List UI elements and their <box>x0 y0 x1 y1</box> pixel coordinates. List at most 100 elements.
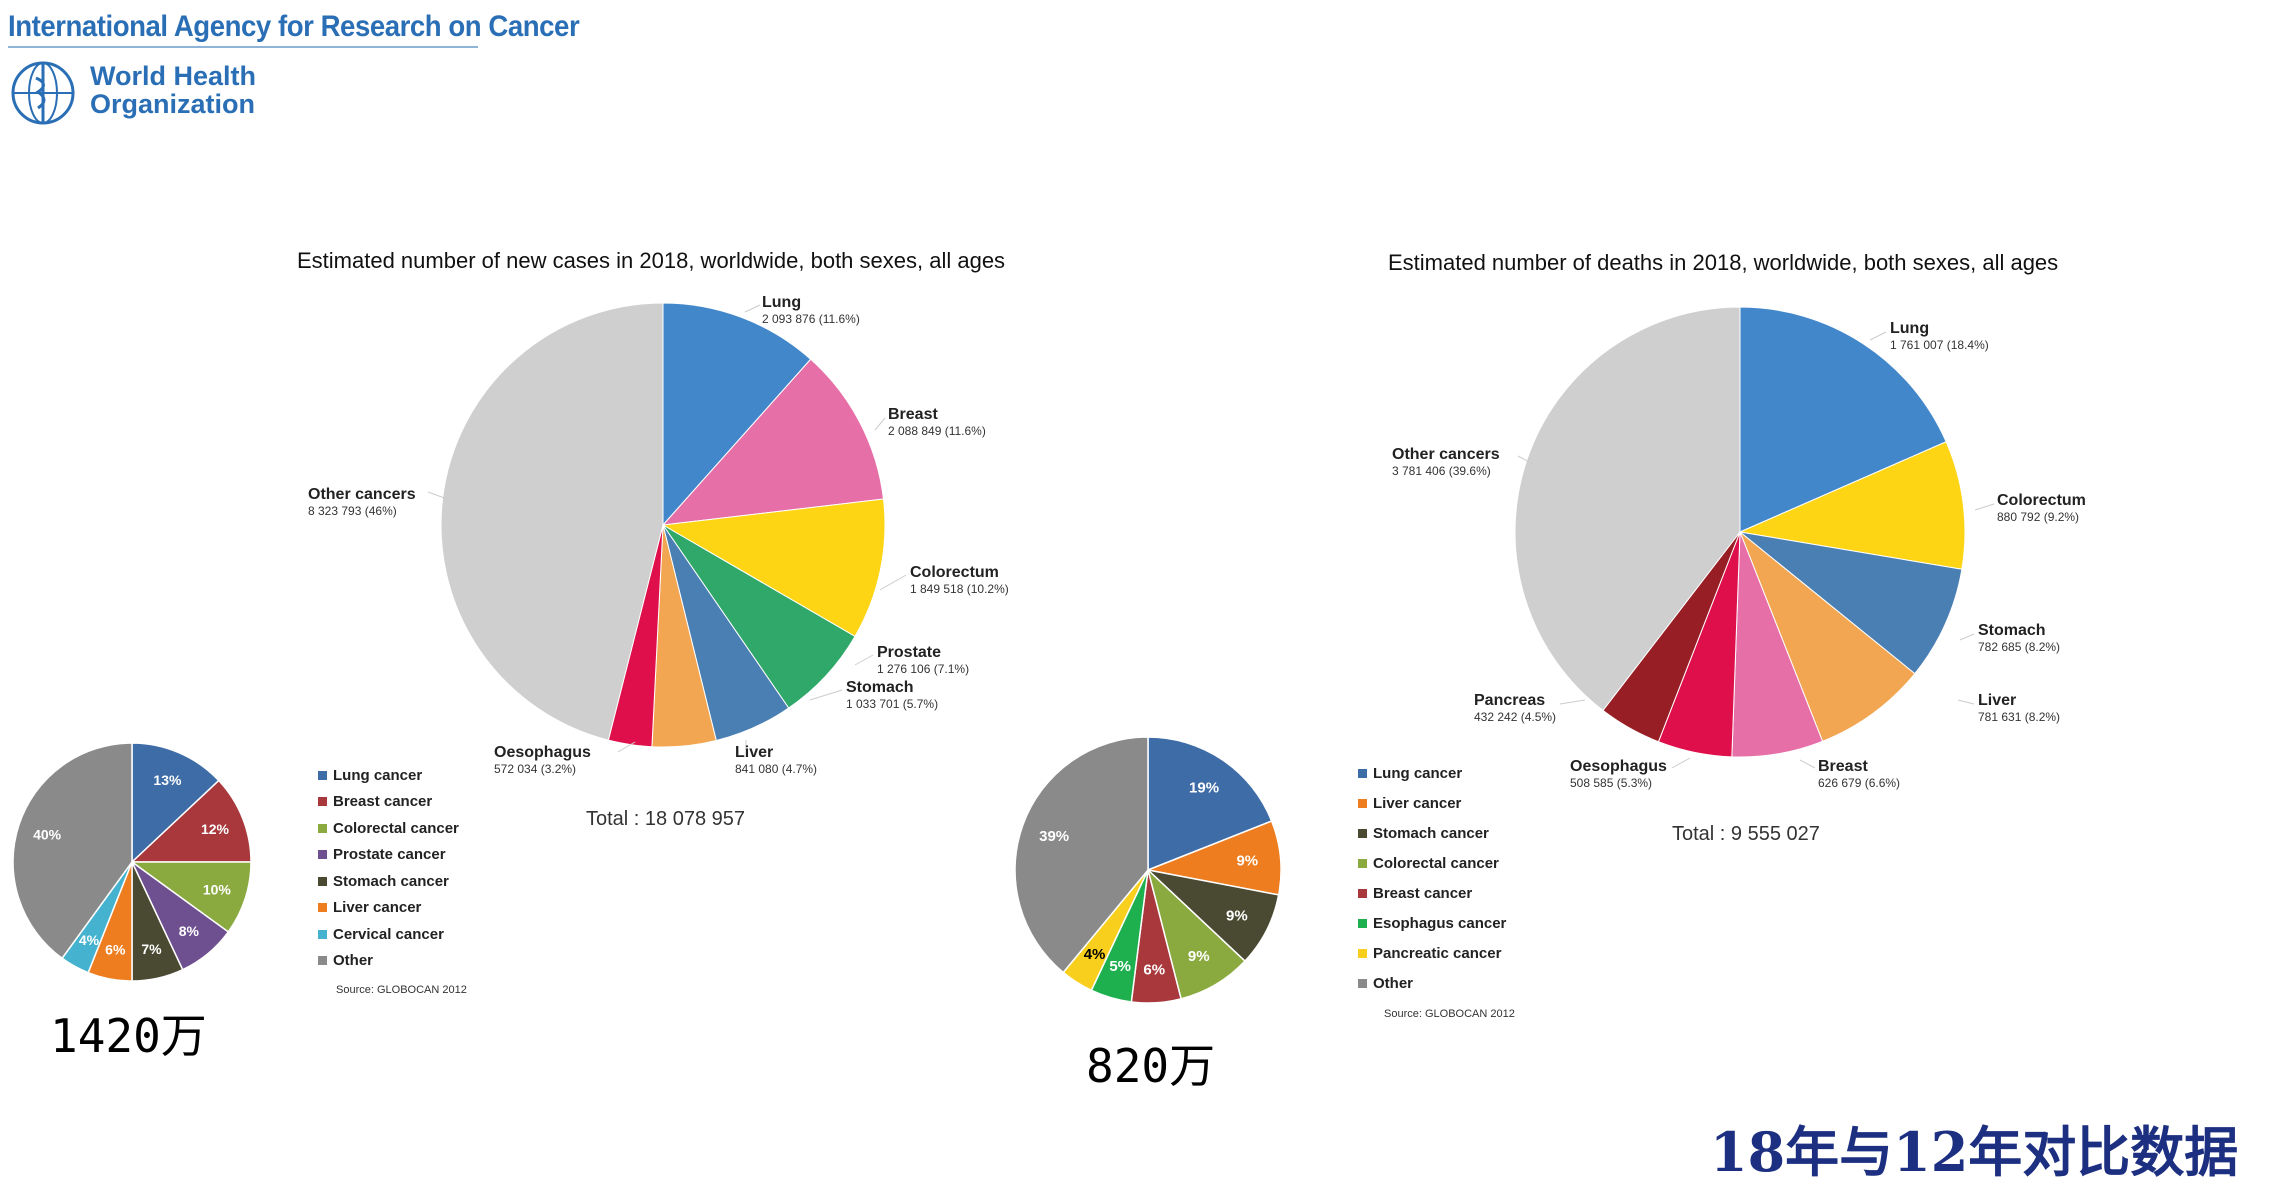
c2-label-stomach: Stomach 782 685 (8.2%) <box>1978 622 2060 654</box>
footer-caption: 18年与12年对比数据 <box>1710 1120 2239 1184</box>
label-value: 781 631 (8.2%) <box>1978 710 2061 724</box>
label-value: 841 080 (4.7%) <box>735 762 818 776</box>
legend-label: Stomach cancer <box>1373 824 1489 842</box>
c1-label-oesophagus: Oesophagus 572 034 (3.2%) <box>494 744 591 776</box>
c1-label-other: Other cancers 8 323 793 (46%) <box>308 486 416 518</box>
label-name: Colorectum <box>910 564 999 581</box>
label-name: Oesophagus <box>1570 758 1667 775</box>
label-value: 1 276 106 (7.1%) <box>877 662 970 676</box>
legend-swatch <box>318 797 327 807</box>
c1-label-breast: Breast 2 088 849 (11.6%) <box>888 406 986 438</box>
legend-swatch <box>1358 858 1367 868</box>
slice-other-cancers <box>1514 306 1741 712</box>
who-name: World Health Organization <box>90 62 256 118</box>
legend-label: Cervical cancer <box>333 925 444 943</box>
legend-item-lung-cancer: Lung cancer <box>318 762 459 789</box>
c4-total-big: 820万 <box>1086 1039 1216 1093</box>
slice-label-lung-cancer: 13% <box>153 772 182 788</box>
label-value: 3 781 406 (39.6%) <box>1392 464 1491 478</box>
label-value: 1 761 007 (18.4%) <box>1890 338 1989 352</box>
label-name: Stomach <box>1978 622 2046 639</box>
legend-label: Liver cancer <box>333 899 422 917</box>
slice-lung <box>1739 306 1947 533</box>
c1-label-prostate: Prostate 1 276 106 (7.1%) <box>877 644 969 676</box>
label-value: 1 849 518 (10.2%) <box>910 582 1009 596</box>
header-divider <box>8 46 478 48</box>
iarc-title: International Agency for Research on Can… <box>8 10 580 43</box>
who-line-2: Organization <box>90 89 256 119</box>
label-name: Other cancers <box>1392 446 1500 463</box>
label-value: 782 685 (8.2%) <box>1978 640 2061 654</box>
legend-item-other: Other <box>1358 968 1506 998</box>
label-value: 508 585 (5.3%) <box>1570 776 1653 790</box>
legend-swatch <box>318 823 327 833</box>
leader-line <box>1957 699 1975 705</box>
legend-swatch <box>1358 768 1367 778</box>
legend-item-breast-cancer: Breast cancer <box>1358 878 1506 908</box>
leader-lines <box>427 304 1995 769</box>
legend-swatch <box>1358 918 1367 928</box>
slice-label-colorectal-cancer: 10% <box>203 882 232 898</box>
pie-new-cases-2012: 13% 12% 10% 8% 7% 6% 4% 40% <box>12 742 252 982</box>
legend-label: Lung cancer <box>333 766 423 784</box>
label-value: 880 792 (9.2%) <box>1997 510 2080 524</box>
legend-label: Breast cancer <box>333 793 433 811</box>
slice-label-prostate-cancer: 8% <box>179 923 200 939</box>
legend-label: Other <box>1373 974 1414 992</box>
legend-label: Colorectal cancer <box>1373 854 1499 872</box>
c1-label-stomach: Stomach 1 033 701 (5.7%) <box>846 679 938 711</box>
label-name: Lung <box>1890 320 1930 337</box>
legend-item-colorectal-cancer: Colorectal cancer <box>318 815 459 842</box>
label-value: 2 088 849 (11.6%) <box>888 424 986 438</box>
label-name: Prostate <box>877 644 942 661</box>
label-value: 2 093 876 (11.6%) <box>762 312 860 326</box>
c3-total-big: 1420万 <box>50 1009 207 1063</box>
legend-swatch <box>318 770 327 780</box>
slice-label-breast-cancer: 6% <box>1143 962 1165 979</box>
pie-deaths-2012: 19% 9% 9% 9% 6% 5%4% 39% <box>1014 736 1282 1004</box>
c2-label-pancreas: Pancreas 432 242 (4.5%) <box>1474 692 1556 724</box>
c2-label-colorectum: Colorectum 880 792 (9.2%) <box>1997 492 2086 524</box>
slice-lung-cancer <box>131 742 220 864</box>
legend-item-cervical-cancer: Cervical cancer <box>318 921 459 948</box>
label-name: Liver <box>1978 692 2017 709</box>
label-name: Colorectum <box>1997 492 2086 509</box>
c2-label-breast: Breast 626 679 (6.6%) <box>1818 758 1900 790</box>
c3-legend: Lung cancer Breast cancer Colorectal cance… <box>318 762 459 974</box>
legend-swatch <box>318 929 327 939</box>
legend-swatch <box>318 903 327 913</box>
slice-lung-cancer <box>1147 736 1273 872</box>
slice-breast-cancer <box>130 779 252 863</box>
leader-line <box>854 654 874 666</box>
c4-source: Source: GLOBOCAN 2012 <box>1384 1008 1515 1020</box>
c2-label-oesophagus: Oesophagus 508 585 (5.3%) <box>1570 758 1667 790</box>
legend-swatch <box>318 956 327 966</box>
slice-colorectal-cancer <box>129 861 252 933</box>
leader-line <box>1959 633 1975 641</box>
slice-label-liver-cancer: 6% <box>105 942 126 958</box>
slice-label-stomach-cancer: 9% <box>1226 907 1248 924</box>
slice-label-cervical-cancer: 4% <box>79 932 100 948</box>
legend-swatch <box>318 850 327 860</box>
leader-line <box>617 741 636 753</box>
legend-item-lung-cancer: Lung cancer <box>1358 758 1506 788</box>
slice-colorectum <box>661 498 886 638</box>
pie-deaths-2018 <box>1514 306 1966 758</box>
slice-label-other: 39% <box>1039 828 1069 845</box>
legend-item-colorectal-cancer: Colorectal cancer <box>1358 848 1506 878</box>
legend-item-other: Other <box>318 948 459 975</box>
slice-lung <box>662 302 812 527</box>
chart1-title: Estimated number of new cases in 2018, w… <box>297 248 1006 273</box>
legend-swatch <box>1358 978 1367 988</box>
slice-breast <box>661 358 885 526</box>
leader-line <box>879 574 907 591</box>
legend-item-liver-cancer: Liver cancer <box>1358 788 1506 818</box>
c3-source: Source: GLOBOCAN 2012 <box>336 984 467 996</box>
slice-label-liver-cancer: 9% <box>1236 853 1258 870</box>
leader-line <box>1559 699 1586 705</box>
leader-line <box>874 417 886 431</box>
leader-line <box>1517 455 1536 466</box>
legend-item-stomach-cancer: Stomach cancer <box>1358 818 1506 848</box>
legend-label: Lung cancer <box>1373 764 1463 782</box>
